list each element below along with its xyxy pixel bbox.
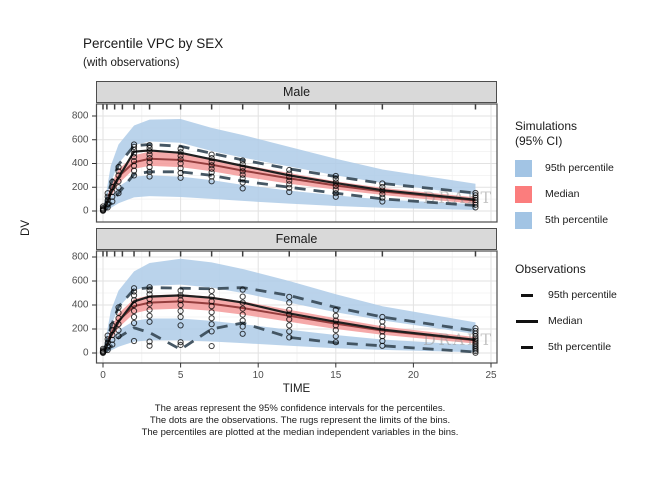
facet-label-female: Female (275, 232, 318, 246)
obs-5th-linekey-icon (515, 345, 539, 349)
svg-text:400: 400 (72, 158, 89, 169)
legend-observations-title: Observations (515, 262, 586, 276)
obs-5th-line (103, 170, 476, 212)
svg-text:800: 800 (72, 252, 89, 263)
legend-item-sim-5th: 5th percentile (515, 211, 608, 229)
facet-strip-male: Male (96, 81, 497, 103)
y-axis-ticks: 0 200 400 600 800 (72, 252, 97, 359)
sim-5th-ci-band (104, 175, 476, 211)
svg-text:0: 0 (83, 206, 89, 217)
obs-median-linekey-icon (515, 319, 539, 323)
obs-95th-linekey-icon (515, 293, 539, 297)
svg-text:10: 10 (253, 370, 265, 381)
svg-text:15: 15 (330, 370, 342, 381)
svg-text:0: 0 (100, 370, 106, 381)
legend-simulations-title: Simulations (95% CI) (515, 119, 578, 148)
x-axis-ticks: 0 5 10 15 20 25 (100, 363, 497, 381)
legend-item-obs-95th: 95th percentile (515, 286, 617, 304)
observation-dots (99, 284, 479, 356)
svg-text:400: 400 (72, 300, 89, 311)
svg-text:800: 800 (72, 111, 89, 122)
sim-95th-swatch (515, 159, 532, 177)
legend-item-sim-95th: 95th percentile (515, 159, 614, 177)
svg-text:200: 200 (72, 324, 89, 335)
svg-text:600: 600 (72, 134, 89, 145)
facet-label-male: Male (282, 85, 311, 99)
svg-text:20: 20 (408, 370, 420, 381)
sim-5th-ci-band (104, 318, 476, 353)
x-axis-title: TIME (282, 383, 311, 395)
svg-text:600: 600 (72, 276, 89, 287)
sim-median-swatch (515, 185, 532, 203)
sim-median-ci-band (104, 151, 476, 210)
legend-item-obs-median: Median (515, 312, 582, 330)
svg-text:0: 0 (83, 348, 89, 359)
plot-subtitle: (with observations) (83, 57, 180, 69)
facet-strip-female: Female (96, 228, 497, 250)
plot-caption: The areas represent the 95% confidence i… (141, 403, 459, 438)
svg-text:200: 200 (72, 182, 89, 193)
sim-5th-swatch (515, 211, 532, 229)
obs-median-line (103, 294, 476, 353)
sim-95th-ci-band (104, 118, 476, 209)
sim-median-ci-band (104, 294, 476, 353)
plot-title: Percentile VPC by SEX (83, 36, 224, 51)
svg-text:5: 5 (178, 370, 184, 381)
obs-95th-line (103, 143, 476, 208)
bin-limit-rug (102, 104, 477, 110)
legend-item-sim-median: Median (515, 185, 579, 203)
obs-median-line (103, 149, 476, 211)
bin-limit-rug (102, 251, 477, 257)
svg-text:25: 25 (485, 370, 497, 381)
observation-dots (99, 141, 479, 214)
y-axis-title: DV (19, 220, 32, 236)
y-axis-ticks: 0 200 400 600 800 (72, 111, 97, 217)
sim-95th-ci-band (104, 258, 476, 351)
legend-item-obs-5th: 5th percentile (515, 338, 611, 356)
